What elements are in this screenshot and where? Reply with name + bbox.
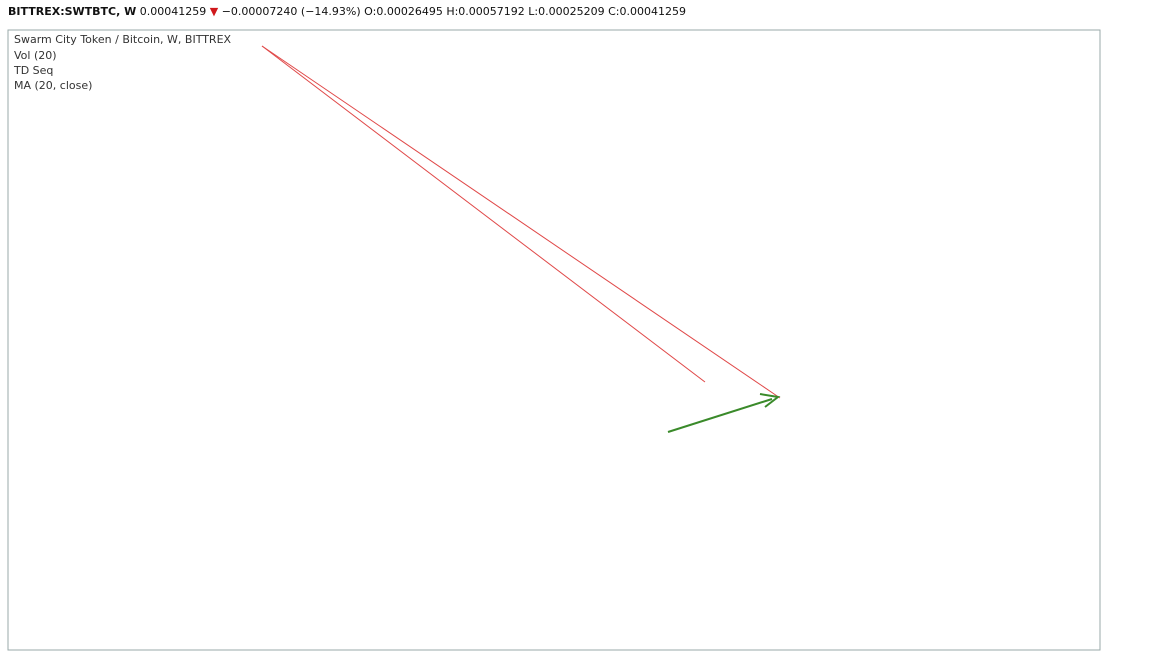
legend-item: TD Seq — [13, 64, 53, 77]
legend-title: Swarm City Token / Bitcoin, W, BITTREX — [14, 33, 232, 46]
frame — [7, 29, 1101, 651]
header: BITTREX:SWTBTC, W 0.00041259 ▼ −0.000072… — [8, 5, 686, 18]
trend-arrow — [667, 398, 773, 433]
trend-line — [261, 45, 781, 399]
symbol: BITTREX:SWTBTC, W — [8, 5, 136, 18]
legend-item: Vol (20) — [14, 49, 57, 62]
legend-item: MA (20, close) — [14, 79, 92, 92]
change: −0.00007240 (−14.93%) — [222, 5, 361, 18]
trend-line — [261, 45, 706, 383]
change-arrow: ▼ — [210, 5, 219, 18]
ohlc: O:0.00026495 H:0.00057192 L:0.00025209 C… — [364, 5, 686, 18]
last-price: 0.00041259 — [140, 5, 206, 18]
arrow-head — [759, 393, 781, 408]
